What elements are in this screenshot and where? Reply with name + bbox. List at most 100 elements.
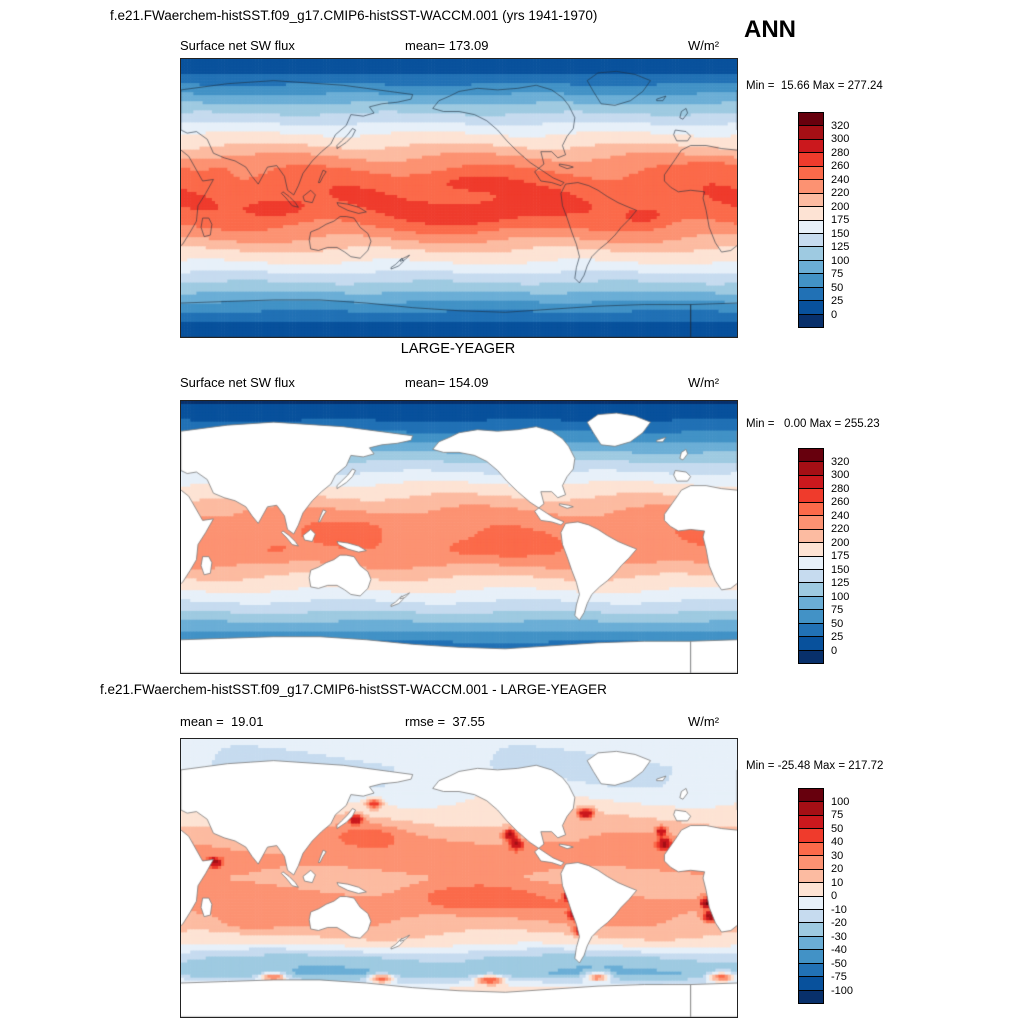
colorbar-cell xyxy=(799,474,823,489)
colorbar-cell xyxy=(799,922,823,936)
colorbar-cell xyxy=(799,113,823,126)
figure-title: f.e21.FWaerchem-histSST.f09_g17.CMIP6-hi… xyxy=(110,8,598,23)
colorbar-tick-label: 75 xyxy=(831,604,844,616)
colorbar-tick-label: 50 xyxy=(831,617,844,630)
colorbar-cell xyxy=(799,801,823,815)
colorbar-tick-label: 220 xyxy=(831,523,850,535)
colorbar-tick-label: 25 xyxy=(831,295,844,307)
colorbar-cell xyxy=(799,582,823,596)
obs-dataset-label: LARGE-YEAGER xyxy=(400,341,516,357)
colorbar-cell xyxy=(799,232,823,247)
difference-colorbar: 100 75 50 40 30 20 10 0 -10 -20 -30 -40 -50 -75 -100 xyxy=(798,788,878,1010)
panel3-rmse-label: rmse = 37.55 xyxy=(405,714,485,729)
panel2-minmax-label: Min = 0.00 Max = 255.23 xyxy=(746,418,880,430)
obs-map-canvas xyxy=(180,400,738,674)
obs-colorbar: 320 300 280 260 240 220 200 175 150 125 100 75 50 25 0 xyxy=(798,448,878,670)
colorbar-cell xyxy=(799,989,823,1003)
colorbar-cell xyxy=(799,622,823,637)
colorbar-cell xyxy=(799,461,823,475)
colorbar-cell xyxy=(799,568,823,583)
colorbar-tick-label: 75 xyxy=(831,268,844,280)
difference-map-canvas xyxy=(180,738,738,1018)
colorbar-tick-label: -30 xyxy=(831,930,847,943)
model-map-canvas xyxy=(180,58,738,338)
colorbar-cell xyxy=(799,814,823,829)
colorbar-tick-label: 240 xyxy=(831,173,850,186)
colorbar-cell xyxy=(799,828,823,842)
colorbar-tick-label: 200 xyxy=(831,536,850,549)
colorbar-cell xyxy=(799,138,823,153)
panel3-mean-label: mean = 19.01 xyxy=(180,714,264,729)
panel1-units-label: W/m² xyxy=(688,38,720,53)
colorbar-cell xyxy=(799,192,823,207)
panel2-units-label: W/m² xyxy=(688,375,720,390)
colorbar-tick-label: 150 xyxy=(831,227,850,240)
colorbar-tick-label: 150 xyxy=(831,563,850,576)
colorbar-tick-label: 200 xyxy=(831,200,850,213)
colorbar-tick-label: 40 xyxy=(831,836,844,848)
colorbar-cell xyxy=(799,949,823,963)
colorbar-cell xyxy=(799,259,823,274)
colorbar-tick-label: 220 xyxy=(831,187,850,199)
colorbar-tick-label: 240 xyxy=(831,509,850,522)
colorbar-cell xyxy=(799,488,823,502)
colorbar-cell xyxy=(799,206,823,220)
colorbar-cell xyxy=(799,125,823,139)
difference-title: f.e21.FWaerchem-histSST.f09_g17.CMIP6-hi… xyxy=(100,682,607,697)
colorbar-tick-label: -40 xyxy=(831,944,847,956)
panel2-variable-label: Surface net SW flux xyxy=(180,375,295,390)
colorbar-tick-label: 0 xyxy=(831,890,838,902)
colorbar-tick-label: 25 xyxy=(831,631,844,643)
colorbar-tick-label: 50 xyxy=(831,281,844,294)
colorbar-cell xyxy=(799,300,823,314)
colorbar-cell xyxy=(799,962,823,977)
panel2-mean-label: mean= 154.09 xyxy=(405,375,489,390)
colorbar-cell xyxy=(799,895,823,909)
colorbar-cell xyxy=(799,246,823,260)
colorbar-cell xyxy=(799,555,823,569)
colorbar-tick-label: -75 xyxy=(831,971,847,983)
colorbar-tick-label: -50 xyxy=(831,957,847,970)
colorbar-tick-label: 75 xyxy=(831,809,844,821)
colorbar-tick-label: 10 xyxy=(831,876,844,889)
model-colorbar: 320 300 280 260 240 220 200 175 150 125 100 75 50 25 0 xyxy=(798,112,878,334)
colorbar-cell xyxy=(799,935,823,950)
panel3-minmax-label: Min = -25.48 Max = 217.72 xyxy=(746,760,884,772)
colorbar-tick-label: 125 xyxy=(831,241,850,253)
colorbar-cell xyxy=(799,789,823,802)
colorbar-cell xyxy=(799,841,823,856)
colorbar-bar xyxy=(798,448,824,664)
colorbar-cell xyxy=(799,449,823,462)
colorbar-cell xyxy=(799,609,823,623)
colorbar-cell xyxy=(799,855,823,869)
colorbar-cell xyxy=(799,868,823,883)
colorbar-tick-label: 300 xyxy=(831,133,850,145)
colorbar-cell xyxy=(799,515,823,529)
colorbar-cell xyxy=(799,976,823,990)
colorbar-tick-label: 0 xyxy=(831,644,838,657)
colorbar-tick-label: 125 xyxy=(831,577,850,589)
colorbar-tick-label: 320 xyxy=(831,455,850,468)
colorbar-tick-label: 30 xyxy=(831,849,844,862)
colorbar-cell xyxy=(799,152,823,166)
colorbar-cell xyxy=(799,595,823,610)
panel1-mean-label: mean= 173.09 xyxy=(405,38,489,53)
colorbar-bar xyxy=(798,788,824,1004)
colorbar-tick-label: -20 xyxy=(831,917,847,929)
colorbar-cell xyxy=(799,313,823,327)
colorbar-cell xyxy=(799,528,823,543)
colorbar-tick-label: 300 xyxy=(831,469,850,481)
colorbar-tick-label: 280 xyxy=(831,482,850,495)
colorbar-bar xyxy=(798,112,824,328)
panel1-minmax-label: Min = 15.66 Max = 277.24 xyxy=(746,80,883,92)
colorbar-cell xyxy=(799,286,823,301)
colorbar-tick-label: 260 xyxy=(831,160,850,172)
colorbar-tick-label: 100 xyxy=(831,795,850,808)
colorbar-cell xyxy=(799,636,823,650)
colorbar-cell xyxy=(799,649,823,663)
colorbar-cell xyxy=(799,542,823,556)
colorbar-cell xyxy=(799,908,823,923)
colorbar-cell xyxy=(799,165,823,180)
colorbar-tick-label: 320 xyxy=(831,119,850,132)
